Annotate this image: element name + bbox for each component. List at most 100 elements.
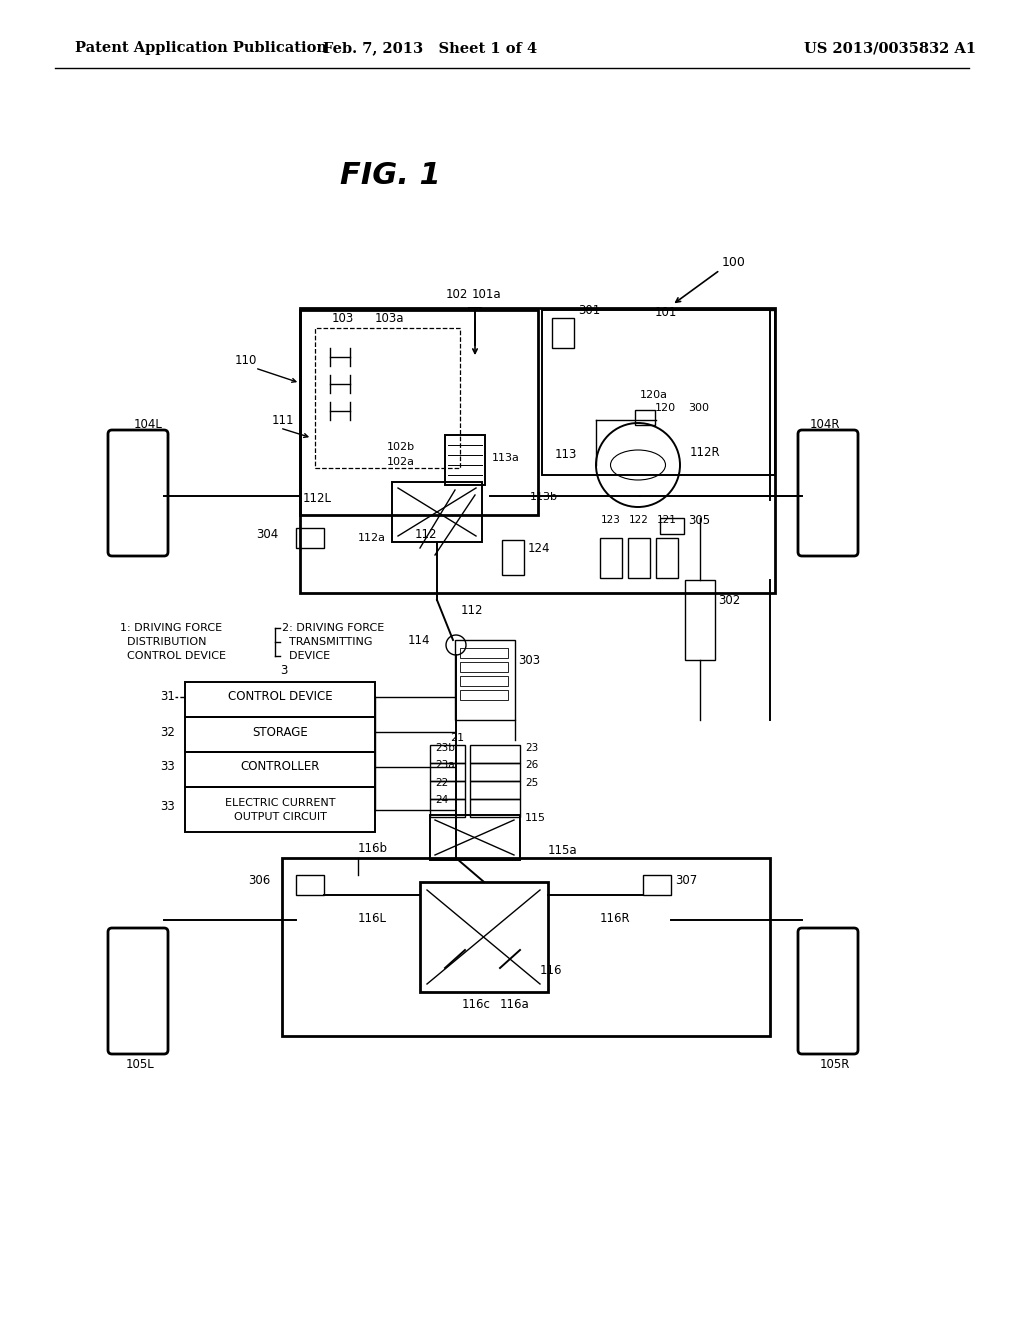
Text: 123: 123 (601, 515, 621, 525)
Text: 23b: 23b (435, 743, 455, 752)
Bar (430, 781, 465, 799)
Text: 116b: 116b (358, 842, 388, 854)
Text: Feb. 7, 2013   Sheet 1 of 4: Feb. 7, 2013 Sheet 1 of 4 (323, 41, 537, 55)
Text: 124: 124 (528, 541, 551, 554)
Text: 112L: 112L (303, 491, 332, 504)
Bar (296, 875, 324, 895)
Bar (542, 310, 775, 475)
Text: 120a: 120a (640, 389, 668, 400)
Text: 23a: 23a (435, 760, 455, 770)
Bar (643, 875, 671, 895)
Text: 111: 111 (272, 413, 295, 426)
Text: 307: 307 (675, 874, 697, 887)
Text: 115: 115 (525, 813, 546, 822)
Bar (300, 310, 538, 515)
Bar (185, 752, 375, 787)
Bar (552, 318, 574, 348)
Text: 25: 25 (525, 777, 539, 788)
Bar (470, 799, 520, 817)
Bar (282, 858, 770, 1036)
Text: CONTROL DEVICE: CONTROL DEVICE (227, 690, 333, 704)
Bar (296, 528, 324, 548)
Text: 300: 300 (688, 403, 709, 413)
Bar (660, 517, 684, 535)
Bar (460, 690, 508, 700)
Text: CONTROLLER: CONTROLLER (241, 760, 319, 774)
Bar (445, 436, 485, 484)
Text: 103: 103 (332, 312, 354, 325)
Bar (430, 814, 520, 861)
Text: CONTROL DEVICE: CONTROL DEVICE (120, 651, 226, 661)
Text: 3: 3 (280, 664, 288, 676)
Text: 104L: 104L (133, 418, 163, 432)
Text: 1: DRIVING FORCE: 1: DRIVING FORCE (120, 623, 222, 634)
Text: 116R: 116R (600, 912, 631, 924)
Text: 23: 23 (525, 743, 539, 752)
Bar (600, 539, 622, 578)
Text: 120: 120 (655, 403, 676, 413)
Bar (185, 787, 375, 832)
Bar (470, 781, 520, 799)
Bar (315, 327, 460, 469)
Bar (470, 744, 520, 763)
Text: 101a: 101a (472, 289, 502, 301)
Bar (430, 744, 465, 763)
Bar (430, 799, 465, 817)
Text: OUTPUT CIRCUIT: OUTPUT CIRCUIT (233, 812, 327, 822)
Text: 26: 26 (525, 760, 539, 770)
Bar (300, 308, 775, 593)
Text: 103a: 103a (375, 312, 404, 325)
Text: DISTRIBUTION: DISTRIBUTION (120, 638, 207, 647)
Bar (685, 579, 715, 660)
Text: 105L: 105L (126, 1059, 155, 1072)
Text: 303: 303 (518, 653, 540, 667)
Bar (420, 882, 548, 993)
Text: 302: 302 (718, 594, 740, 606)
Text: 113: 113 (555, 449, 578, 462)
Text: 112R: 112R (690, 446, 721, 458)
Text: 121: 121 (657, 515, 677, 525)
Text: 305: 305 (688, 515, 710, 528)
Text: 112: 112 (461, 603, 483, 616)
Text: ELECTRIC CURRENT: ELECTRIC CURRENT (224, 799, 335, 808)
Text: 114: 114 (408, 634, 430, 647)
Bar (628, 539, 650, 578)
Text: 113b: 113b (530, 492, 558, 502)
Text: 116a: 116a (500, 998, 529, 1011)
Text: 101: 101 (655, 306, 677, 319)
Text: 112a: 112a (358, 533, 386, 543)
Text: 100: 100 (722, 256, 745, 269)
Text: 112: 112 (415, 528, 437, 541)
Text: 116L: 116L (358, 912, 387, 924)
Text: 104R: 104R (810, 418, 841, 432)
Text: 110: 110 (234, 354, 257, 367)
Text: US 2013/0035832 A1: US 2013/0035832 A1 (804, 41, 976, 55)
Text: 33: 33 (160, 760, 175, 774)
Bar (460, 663, 508, 672)
Text: 115a: 115a (548, 843, 578, 857)
Text: TRANSMITTING: TRANSMITTING (282, 638, 373, 647)
Text: 24: 24 (435, 795, 449, 805)
Bar (185, 717, 375, 752)
Text: 116c: 116c (462, 998, 490, 1011)
Text: 301: 301 (578, 304, 600, 317)
Text: STORAGE: STORAGE (252, 726, 308, 738)
Text: FIG. 1: FIG. 1 (340, 161, 440, 190)
Text: 122: 122 (629, 515, 649, 525)
Bar (635, 411, 655, 425)
Text: 31: 31 (160, 690, 175, 704)
Text: 306: 306 (248, 874, 270, 887)
Bar (455, 640, 515, 719)
Text: DEVICE: DEVICE (282, 651, 330, 661)
Bar (185, 682, 375, 717)
Bar (430, 763, 465, 781)
Text: 102a: 102a (387, 457, 415, 467)
Text: 105R: 105R (820, 1059, 850, 1072)
Text: 22: 22 (435, 777, 449, 788)
Text: 32: 32 (160, 726, 175, 738)
Text: 113a: 113a (492, 453, 520, 463)
Bar (392, 482, 482, 543)
Text: 304: 304 (256, 528, 278, 541)
Text: 116: 116 (540, 964, 562, 977)
Bar (656, 539, 678, 578)
